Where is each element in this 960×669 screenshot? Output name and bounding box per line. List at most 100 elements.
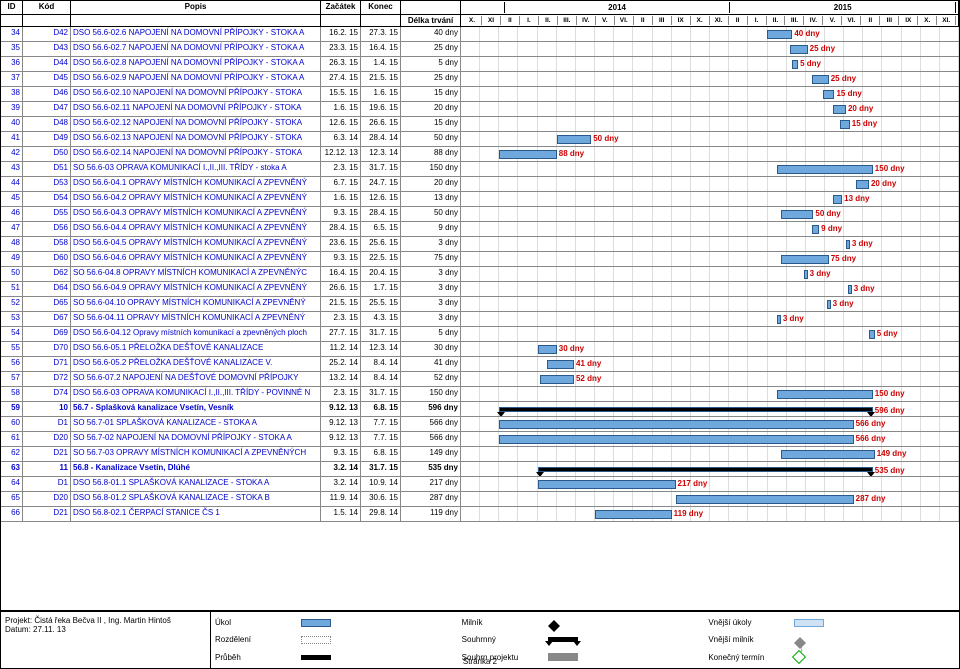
cell-popis: DSO 56.8-02.1 ČERPACÍ STANICE ČS 1	[71, 507, 321, 521]
gantt-task-bar: 149 dny	[781, 450, 875, 459]
table-row: 591056.7 - Splašková kanalizace Vsetín, …	[1, 402, 959, 417]
gantt-task-bar: 15 dny	[823, 90, 834, 99]
gantt-task-bar: 25 dny	[790, 45, 807, 54]
cell-zac: 25.2. 14	[321, 357, 361, 371]
gantt-cell: 41 dny	[461, 357, 959, 371]
cell-zac: 2.3. 15	[321, 162, 361, 176]
cell-delka: 25 dny	[401, 72, 461, 86]
gantt-cell: 150 dny	[461, 387, 959, 401]
gantt-task-bar: 150 dny	[777, 165, 873, 174]
cell-popis: DSO 56.6-05.1 PŘELOŽKA DEŠŤOVÉ KANALIZAC…	[71, 342, 321, 356]
gantt-body: 34D42DSO 56.6-02.6 NAPOJENÍ NA DOMOVNÍ P…	[1, 27, 959, 522]
cell-popis: DSO 56.6-04.12 Opravy místních komunikac…	[71, 327, 321, 341]
timeline-header-years: 20142015	[461, 1, 959, 14]
cell-zac: 9.3. 15	[321, 252, 361, 266]
cell-id: 50	[1, 267, 23, 281]
gantt-bar-label: 149 dny	[877, 449, 907, 458]
cell-popis: DSO 56.6-02.6 NAPOJENÍ NA DOMOVNÍ PŘÍPOJ…	[71, 27, 321, 41]
month-header: III.	[558, 16, 577, 25]
page-footer: Stránka 2	[1, 657, 959, 666]
cell-kod: D67	[23, 312, 71, 326]
gantt-task-bar: 20 dny	[856, 180, 869, 189]
legend-item: Souhrnný	[462, 631, 709, 648]
cell-popis: SO 56.6-04.11 OPRAVY MÍSTNÍCH KOMUNIKACÍ…	[71, 312, 321, 326]
cell-kon: 16.4. 15	[361, 42, 401, 56]
cell-kon: 31.7. 15	[361, 387, 401, 401]
cell-id: 66	[1, 507, 23, 521]
cell-delka: 119 dny	[401, 507, 461, 521]
cell-delka: 9 dny	[401, 222, 461, 236]
gantt-cell: 52 dny	[461, 372, 959, 386]
cell-kod: 10	[23, 402, 71, 416]
gantt-cell: 25 dny	[461, 42, 959, 56]
gantt-bar-label: 3 dny	[810, 269, 831, 278]
cell-zac: 27.7. 15	[321, 327, 361, 341]
cell-id: 60	[1, 417, 23, 431]
cell-id: 58	[1, 387, 23, 401]
table-row: 52D65SO 56.6-04.10 OPRAVY MÍSTNÍCH KOMUN…	[1, 297, 959, 312]
cell-kon: 25.5. 15	[361, 297, 401, 311]
cell-id: 62	[1, 447, 23, 461]
table-row: 44D53DSO 56.6-04.1 OPRAVY MÍSTNÍCH KOMUN…	[1, 177, 959, 192]
month-header: VI.	[615, 16, 634, 25]
cell-kod: D56	[23, 222, 71, 236]
cell-kod: D1	[23, 417, 71, 431]
cell-kod: D47	[23, 102, 71, 116]
cell-id: 43	[1, 162, 23, 176]
cell-id: 65	[1, 492, 23, 506]
cell-delka: 596 dny	[401, 402, 461, 416]
table-row: 48D58DSO 56.6-04.5 OPRAVY MÍSTNÍCH KOMUN…	[1, 237, 959, 252]
gantt-task-bar: 566 dny	[499, 435, 853, 444]
gantt-cell: 287 dny	[461, 492, 959, 506]
cell-kon: 26.6. 15	[361, 117, 401, 131]
table-row: 62D21SO 56.7-03 OPRAVY MÍSTNÍCH KOMUNIKA…	[1, 447, 959, 462]
cell-zac: 13.2. 14	[321, 372, 361, 386]
cell-kod: D60	[23, 252, 71, 266]
cell-zac: 6.3. 14	[321, 132, 361, 146]
col-id: ID	[1, 1, 23, 14]
cell-popis: DSO 56.6-02.8 NAPOJENÍ NA DOMOVNÍ PŘÍPOJ…	[71, 57, 321, 71]
month-header: XI.	[710, 16, 729, 25]
gantt-bar-label: 3 dny	[833, 299, 854, 308]
cell-kon: 7.7. 15	[361, 417, 401, 431]
cell-kod: D65	[23, 297, 71, 311]
cell-id: 38	[1, 87, 23, 101]
cell-kod: D58	[23, 237, 71, 251]
gantt-bar-label: 25 dny	[831, 74, 856, 83]
month-header: X.	[463, 16, 482, 25]
cell-id: 55	[1, 342, 23, 356]
cell-kod: D50	[23, 147, 71, 161]
cell-id: 37	[1, 72, 23, 86]
legend-symbol-extmile	[794, 631, 806, 643]
table-row: 49D60DSO 56.6-04.6 OPRAVY MÍSTNÍCH KOMUN…	[1, 252, 959, 267]
month-header: I.	[748, 16, 767, 25]
legend-item: Milník	[462, 614, 709, 631]
gantt-bar-label: 535 dny	[875, 466, 905, 475]
cell-id: 54	[1, 327, 23, 341]
gantt-cell: 149 dny	[461, 447, 959, 461]
gantt-cell: 40 dny	[461, 27, 959, 41]
cell-kon: 27.3. 15	[361, 27, 401, 41]
gantt-cell: 20 dny	[461, 177, 959, 191]
gantt-bar-label: 5 dny	[877, 329, 898, 338]
cell-delka: 3 dny	[401, 237, 461, 251]
cell-delka: 13 dny	[401, 192, 461, 206]
gantt-cell: 3 dny	[461, 237, 959, 251]
cell-popis: SO 56.6-07.2 NAPOJENÍ NA DEŠŤOVÉ DOMOVNÍ…	[71, 372, 321, 386]
cell-id: 56	[1, 357, 23, 371]
cell-kod: D48	[23, 117, 71, 131]
cell-zac: 23.3. 15	[321, 42, 361, 56]
legend-label: Úkol	[215, 618, 295, 627]
cell-zac: 26.6. 15	[321, 282, 361, 296]
table-row: 66D21DSO 56.8-02.1 ČERPACÍ STANICE ČS 1 1…	[1, 507, 959, 522]
year-header: 2014	[505, 2, 731, 13]
gantt-cell: 15 dny	[461, 87, 959, 101]
table-row: 38D46DSO 56.6-02.10 NAPOJENÍ NA DOMOVNÍ …	[1, 87, 959, 102]
cell-kod: D21	[23, 507, 71, 521]
cell-delka: 40 dny	[401, 27, 461, 41]
cell-kon: 12.3. 14	[361, 342, 401, 356]
cell-zac: 16.2. 15	[321, 27, 361, 41]
gantt-task-bar: 3 dny	[804, 270, 808, 279]
cell-zac: 9.3. 15	[321, 207, 361, 221]
gantt-bar-label: 52 dny	[576, 374, 601, 383]
